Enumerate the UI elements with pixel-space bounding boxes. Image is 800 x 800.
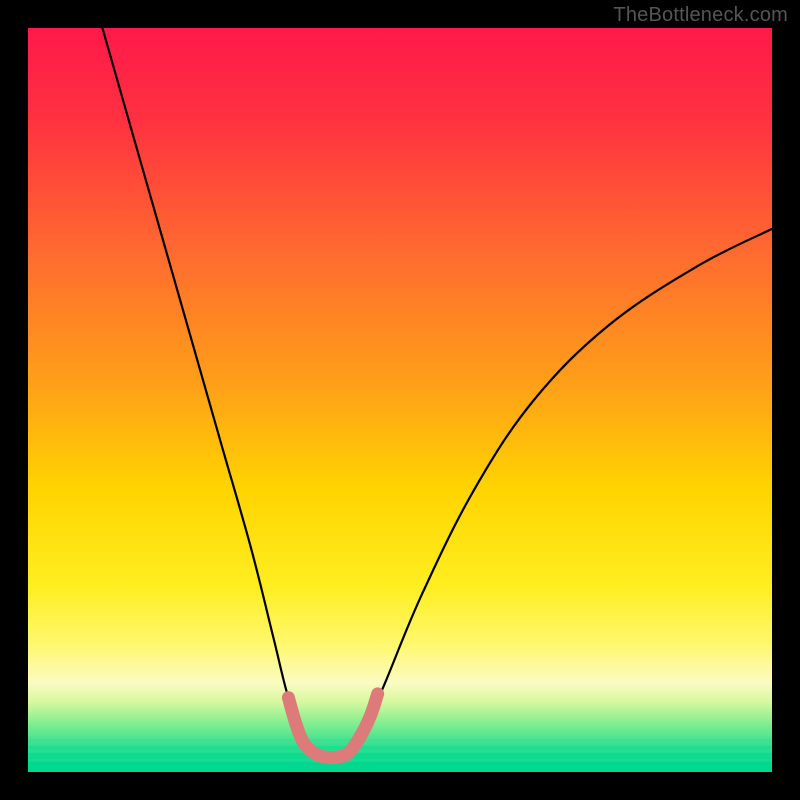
curve-left: [102, 28, 303, 735]
plot-area: [28, 28, 772, 772]
curve-right: [363, 229, 772, 735]
watermark-text: TheBottleneck.com: [613, 4, 788, 27]
curve-layer: [28, 28, 772, 772]
chart-container: TheBottleneck.com: [0, 0, 800, 800]
curve-trough-overlay: [288, 694, 377, 758]
